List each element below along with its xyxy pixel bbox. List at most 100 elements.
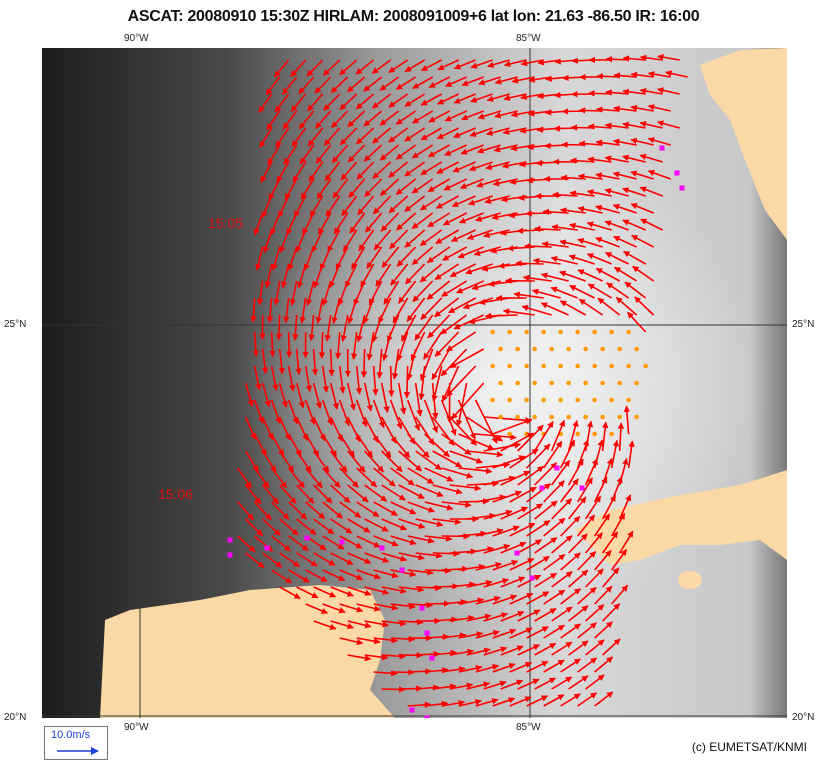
- wind-vector-arrow: [450, 229, 476, 242]
- rain-flag-dot: [515, 346, 520, 352]
- wind-vector-arrow: [381, 450, 403, 473]
- wind-vector-arrow: [244, 416, 257, 440]
- wind-vector-arrow: [424, 567, 452, 574]
- wind-vector-arrow: [483, 578, 510, 588]
- wind-vector-arrow: [602, 638, 621, 656]
- wind-vector-arrow: [325, 195, 341, 217]
- wind-vector-arrow: [342, 229, 358, 252]
- wind-vector-arrow: [483, 646, 508, 656]
- lat-label-left-20n: 20°N: [4, 712, 27, 723]
- wind-vector-arrow: [288, 535, 309, 552]
- wind-vector-arrow: [330, 484, 351, 504]
- wind-vector-arrow: [270, 433, 285, 457]
- wind-vector-arrow: [355, 365, 363, 395]
- wind-vector-arrow: [424, 633, 450, 641]
- wind-vector-arrow: [500, 611, 525, 622]
- land-florida: [700, 48, 787, 240]
- edge-flag-marker: [579, 485, 585, 491]
- wind-vector-arrow: [622, 121, 646, 129]
- wind-vector-arrow: [500, 506, 528, 520]
- wind-vector-arrow: [404, 161, 426, 177]
- wind-vector-arrow: [665, 70, 688, 78]
- wind-vector-arrow: [254, 535, 274, 553]
- wind-vector-arrow: [371, 93, 392, 109]
- wind-vector-arrow: [460, 144, 484, 155]
- wind-vector-arrow: [350, 331, 358, 360]
- wind-vector-arrow: [459, 178, 484, 190]
- wind-vector-arrow: [560, 552, 581, 571]
- wind-vector-arrow: [446, 331, 477, 352]
- wind-vector-arrow: [475, 698, 499, 707]
- wind-vector-arrow: [372, 127, 392, 144]
- wind-vector-arrow: [534, 500, 558, 520]
- wind-vector-arrow: [295, 348, 302, 375]
- wind-vector-arrow: [612, 203, 637, 214]
- wind-vector-arrow: [534, 677, 556, 690]
- rain-flag-dot: [532, 346, 537, 352]
- wind-vector-arrow: [543, 659, 565, 673]
- wind-vector-arrow: [568, 675, 589, 690]
- wind-vector-arrow: [427, 212, 451, 228]
- wind-vector-arrow: [632, 265, 655, 282]
- wind-vector-arrow: [602, 567, 620, 588]
- wind-vector-arrow: [389, 399, 403, 430]
- wind-vector-arrow: [313, 586, 337, 598]
- wind-vector-arrow: [317, 212, 332, 235]
- rain-flag-dot: [634, 346, 639, 352]
- wind-vector-arrow: [483, 442, 521, 452]
- wind-vector-arrow: [657, 54, 680, 61]
- wind-vector-arrow: [356, 467, 378, 488]
- wind-vector-arrow: [398, 552, 425, 561]
- wind-vector-arrow: [513, 291, 544, 299]
- wind-vector-arrow: [362, 297, 375, 325]
- wind-vector-arrow: [543, 517, 566, 537]
- wind-vector-arrow: [428, 110, 451, 123]
- legend-arrow-icon: [57, 747, 99, 755]
- wind-vector-arrow: [577, 692, 598, 707]
- wind-vector-arrow: [404, 263, 426, 285]
- wind-vector-arrow: [551, 571, 573, 588]
- wind-vector-arrow: [560, 623, 581, 639]
- wind-vector-arrow: [322, 535, 345, 550]
- wind-vector-arrow: [261, 195, 273, 219]
- wind-vector-arrow: [253, 467, 270, 489]
- wind-vector-arrow: [395, 144, 417, 160]
- rain-flag-dot: [609, 329, 614, 335]
- rain-flag-dot: [490, 363, 495, 369]
- edge-flag-marker: [379, 545, 385, 551]
- wind-vector-arrow: [559, 239, 586, 248]
- wind-vector-arrow: [543, 553, 566, 571]
- time-label-1506: 15:06: [158, 486, 193, 502]
- wind-vector-arrow: [295, 450, 312, 473]
- wind-vector-arrow: [356, 637, 381, 645]
- wind-vector-arrow: [313, 484, 333, 504]
- wind-vector-arrow: [442, 246, 468, 261]
- rain-flag-dot: [549, 414, 554, 420]
- wind-vector-arrow: [456, 382, 468, 427]
- wind-vector-arrow: [593, 513, 611, 537]
- wind-vector-arrow: [526, 482, 551, 503]
- wind-vector-arrow: [347, 654, 372, 662]
- rain-flag-dot: [583, 380, 588, 386]
- wind-vector-arrow: [466, 613, 492, 622]
- wind-vector-arrow: [267, 144, 281, 166]
- wind-vector-arrow: [475, 629, 500, 639]
- wind-vector-arrow: [360, 348, 368, 378]
- wind-vector-arrow: [278, 416, 291, 441]
- wind-vector-arrow: [475, 528, 504, 537]
- wind-vector-arrow: [292, 314, 299, 341]
- wind-vector-arrow: [380, 212, 400, 232]
- wind-vector-arrow: [299, 297, 307, 324]
- wind-vector-arrow: [390, 433, 411, 459]
- wind-vector-arrow: [407, 467, 434, 485]
- wind-vector-arrow: [379, 76, 400, 91]
- rain-flag-dot: [575, 397, 580, 403]
- wind-vector-arrow: [350, 246, 366, 270]
- wind-vector-arrow: [388, 365, 395, 397]
- rain-flag-dot: [575, 329, 580, 335]
- wind-vector-arrow: [420, 195, 443, 211]
- wind-vector-arrow: [283, 297, 290, 324]
- wind-vector-arrow: [597, 297, 621, 316]
- wind-vector-arrow: [481, 263, 510, 272]
- wind-vector-arrow: [279, 552, 300, 568]
